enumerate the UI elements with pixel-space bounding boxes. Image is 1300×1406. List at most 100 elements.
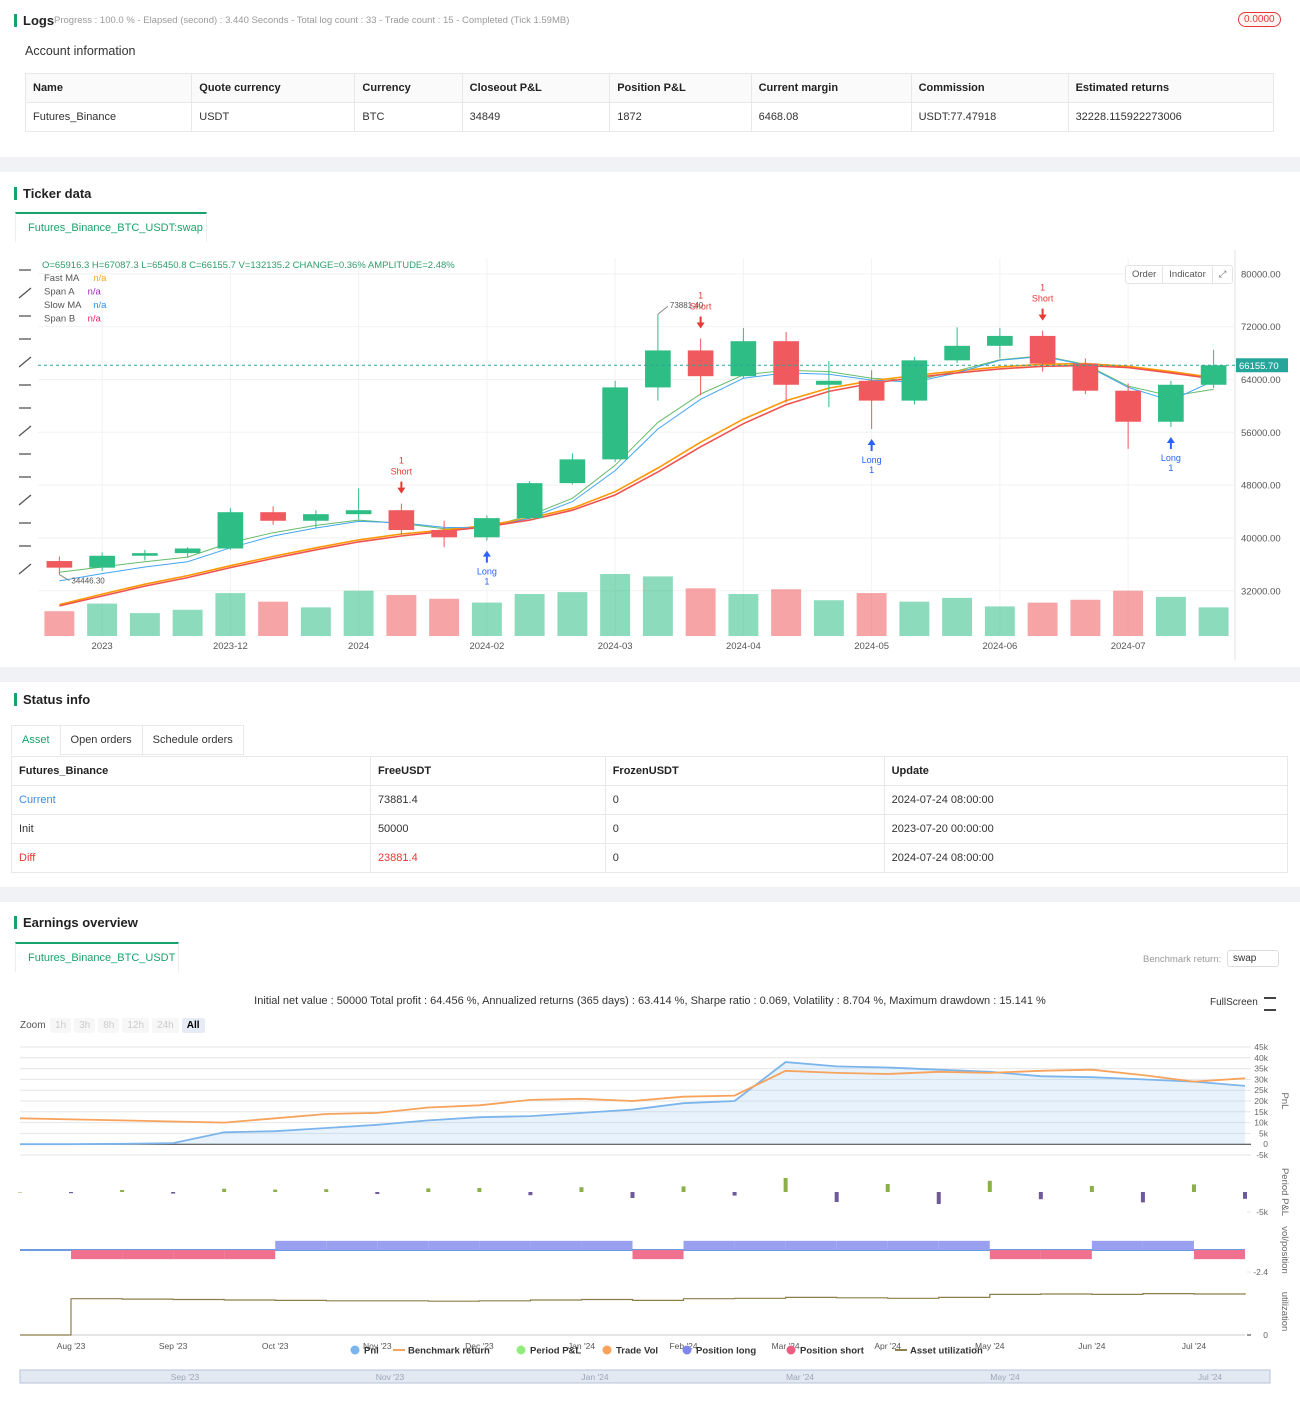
axis-title: vol/position	[1279, 1226, 1290, 1274]
candle-body	[388, 510, 415, 531]
pnl-bar	[681, 1186, 686, 1192]
pnl-bar	[477, 1188, 482, 1192]
status-title: Status info	[14, 692, 90, 707]
position-bar	[275, 1240, 327, 1250]
status-tab[interactable]: Open orders	[59, 725, 143, 755]
high-label: 73881.40	[670, 301, 704, 310]
table-cell: 34849	[461, 102, 611, 132]
candle-body	[260, 512, 286, 521]
candle-body	[89, 555, 115, 568]
volume-bar	[771, 589, 802, 636]
candle-body	[602, 387, 628, 460]
separator	[0, 157, 1300, 172]
table-row: Current 73881.4 0 2024-07-24 08:00:00	[11, 785, 1289, 815]
zoom-button[interactable]: 8h	[98, 1018, 120, 1033]
candle-body	[217, 512, 244, 549]
volume-bar	[813, 600, 844, 636]
zoom-button[interactable]: 12h	[122, 1018, 150, 1033]
table-cell: 0	[604, 785, 885, 815]
expand-icon[interactable]: ⤢	[1218, 269, 1227, 280]
zoom-button[interactable]: 3h	[74, 1018, 96, 1033]
status-table: Futures_Binance FreeUSDT FrozenUSDT Update C…	[11, 756, 1289, 873]
earnings-tab[interactable]: Futures_Binance_BTC_USDT	[15, 942, 179, 972]
position-bar	[785, 1240, 837, 1250]
high-marker	[657, 305, 669, 315]
zoom-button[interactable]: 1h	[50, 1018, 72, 1033]
volume-bar	[514, 594, 545, 636]
x-tick-label: Jul '24	[1182, 1341, 1207, 1351]
volume-bar	[129, 613, 160, 636]
y-tick-label: 15k	[1254, 1107, 1268, 1117]
signal-qty: 1	[1168, 463, 1173, 473]
navigator-label: Jul '24	[1198, 1372, 1223, 1382]
tool-icon	[18, 563, 32, 575]
volume-bar	[942, 597, 973, 636]
candle-body	[858, 380, 885, 401]
table-cell: Init	[11, 814, 371, 844]
volume-bar	[899, 601, 930, 636]
volume-bar	[1198, 607, 1229, 636]
header-row: Name Quote currency Currency Closeout P&L Po…	[24, 73, 1275, 103]
y-tick-label: -5k	[1256, 1207, 1269, 1217]
status-tab[interactable]: Schedule orders	[141, 725, 244, 755]
y-tick-label: 72000.00	[1241, 322, 1281, 333]
signal-qty: 1	[484, 577, 489, 587]
pnl-bar	[936, 1192, 941, 1204]
navigator-label: Nov '23	[376, 1372, 405, 1382]
menu-icon[interactable]	[1264, 997, 1276, 1011]
y-tick-label: 35k	[1254, 1064, 1268, 1074]
zoom-button[interactable]: All	[181, 1018, 205, 1033]
zoom-button[interactable]: 24h	[152, 1018, 179, 1033]
legend-name: Slow MA	[44, 300, 82, 311]
position-bar	[1193, 1250, 1245, 1260]
position-bar	[173, 1250, 225, 1260]
legend-value: n/a	[93, 300, 107, 311]
earnings-title: Earnings overview	[14, 915, 138, 930]
position-bar	[71, 1250, 123, 1260]
pnl-bar	[579, 1187, 584, 1192]
volume-bar	[856, 593, 887, 636]
table-cell: 1872	[609, 102, 752, 132]
candle-body	[559, 459, 586, 484]
x-tick-label: 2024-05	[854, 641, 889, 652]
status-tab[interactable]: Asset	[11, 725, 61, 755]
pnl-bar	[1038, 1192, 1043, 1200]
volume-bar	[172, 609, 203, 636]
signal-label: Long	[862, 455, 882, 465]
table-row: Init 50000 0 2023-07-20 00:00:00	[11, 814, 1289, 844]
candle-body	[773, 341, 799, 385]
axis-title: utilization	[1279, 1292, 1290, 1332]
position-bar	[224, 1250, 276, 1260]
fullscreen[interactable]: FullScreen	[1210, 997, 1258, 1008]
ticker-tab[interactable]: Futures_Binance_BTC_USDT:swap	[15, 212, 207, 242]
pnl-bar	[834, 1192, 839, 1202]
benchmark-label: Benchmark return:	[1143, 954, 1222, 965]
legend-label: Benchmark return	[408, 1346, 490, 1357]
candle-body	[1158, 384, 1184, 422]
y-tick-label: 30k	[1254, 1074, 1268, 1084]
volume-bar	[1155, 596, 1186, 636]
candle-body	[516, 483, 543, 519]
y-tick-label: 40000.00	[1241, 533, 1281, 544]
volume-bar	[600, 574, 631, 636]
table-cell: Current	[11, 785, 371, 815]
zoom-label: Zoom	[20, 1020, 46, 1031]
chart-button[interactable]: Order	[1126, 266, 1164, 283]
summary: Initial net value : 50000 Total profit :…	[254, 995, 1046, 1007]
chart-button[interactable]: Indicator	[1163, 266, 1213, 283]
logs-title: Logs	[14, 13, 54, 28]
x-tick-label: Aug '23	[57, 1341, 86, 1351]
y-tick-label: 32000.00	[1241, 586, 1281, 597]
benchmark-select[interactable]: swap	[1227, 950, 1279, 967]
chart-buttons: Order Indicator ⤢	[1125, 265, 1234, 284]
x-tick-label: 2024-02	[469, 641, 504, 652]
tool-icon	[18, 425, 32, 437]
legend-value: n/a	[88, 314, 102, 325]
x-tick-label: Oct '23	[262, 1341, 289, 1351]
signal-label: Short	[1032, 294, 1054, 304]
signal-arrow	[397, 481, 406, 494]
candle-body	[1115, 390, 1141, 422]
volume-bar	[728, 594, 759, 636]
pnl-bar	[222, 1188, 227, 1192]
